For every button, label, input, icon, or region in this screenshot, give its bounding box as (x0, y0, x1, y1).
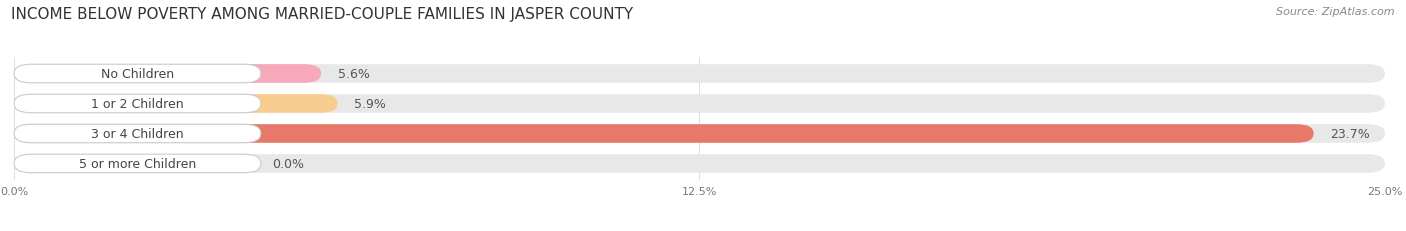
Text: 1 or 2 Children: 1 or 2 Children (91, 97, 184, 110)
Text: Source: ZipAtlas.com: Source: ZipAtlas.com (1277, 7, 1395, 17)
FancyBboxPatch shape (14, 65, 1385, 83)
Text: 3 or 4 Children: 3 or 4 Children (91, 128, 184, 140)
FancyBboxPatch shape (14, 95, 337, 113)
Text: No Children: No Children (101, 68, 174, 81)
Text: 5.6%: 5.6% (337, 68, 370, 81)
Text: 23.7%: 23.7% (1330, 128, 1369, 140)
Text: INCOME BELOW POVERTY AMONG MARRIED-COUPLE FAMILIES IN JASPER COUNTY: INCOME BELOW POVERTY AMONG MARRIED-COUPL… (11, 7, 633, 22)
FancyBboxPatch shape (14, 155, 1385, 173)
Text: 5.9%: 5.9% (354, 97, 385, 110)
FancyBboxPatch shape (14, 125, 1385, 143)
FancyBboxPatch shape (14, 65, 262, 83)
FancyBboxPatch shape (14, 125, 262, 143)
Text: 5 or more Children: 5 or more Children (79, 157, 195, 170)
FancyBboxPatch shape (14, 95, 1385, 113)
FancyBboxPatch shape (14, 155, 262, 173)
FancyBboxPatch shape (14, 65, 321, 83)
Text: 0.0%: 0.0% (271, 157, 304, 170)
FancyBboxPatch shape (14, 125, 1313, 143)
FancyBboxPatch shape (14, 155, 55, 173)
FancyBboxPatch shape (14, 95, 262, 113)
